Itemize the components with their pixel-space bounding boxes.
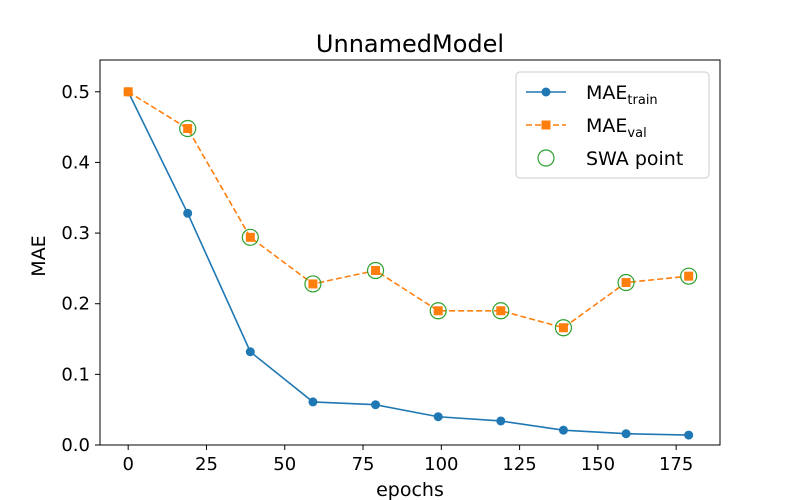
point-val: [433, 306, 443, 316]
point-train: [558, 425, 568, 435]
legend-marker-train: [541, 87, 551, 97]
y-axis-label: MAE: [28, 235, 50, 276]
legend-box: [515, 71, 710, 179]
point-train: [183, 208, 193, 218]
point-train: [684, 430, 694, 440]
point-train: [496, 416, 506, 426]
x-tick-label: 175: [659, 454, 693, 475]
plot-area: [99, 59, 721, 446]
x-axis-ticks: 0 25 50 75 100 125 150 175: [122, 445, 693, 475]
point-train: [371, 400, 381, 410]
point-train: [433, 412, 443, 422]
point-val: [308, 279, 318, 289]
series-line-val: [127, 91, 689, 329]
legend-marker-val: [541, 120, 551, 130]
legend-marker-swa: [537, 149, 555, 167]
point-train: [308, 397, 318, 407]
x-tick-label: 25: [195, 454, 218, 475]
legend-label-train: MAEtrain: [586, 82, 658, 108]
y-tick-label: 0.1: [61, 364, 90, 385]
point-train: [245, 347, 255, 357]
swa-point: [429, 302, 447, 320]
swa-point: [241, 228, 259, 246]
x-tick-label: 125: [502, 454, 536, 475]
x-tick-label: 100: [424, 454, 458, 475]
point-val: [684, 271, 694, 281]
y-tick-label: 0.5: [61, 82, 90, 103]
legend-label-swa: SWA point: [586, 148, 683, 170]
swa-point: [617, 273, 635, 292]
legend-label-main: MAE: [586, 82, 627, 104]
swa-point: [179, 119, 197, 138]
point-val: [123, 87, 133, 97]
swa-point: [366, 261, 385, 280]
x-tick-label: 75: [352, 454, 375, 475]
point-val: [371, 266, 381, 276]
y-tick-label: 0.3: [61, 223, 90, 244]
swa-point: [554, 319, 573, 337]
y-tick-label: 0.2: [61, 294, 90, 315]
point-val: [496, 306, 506, 316]
swa-point: [680, 267, 698, 285]
point-val: [621, 278, 631, 288]
x-tick-label: 0: [122, 454, 133, 475]
y-axis-ticks: 0.0 0.1 0.2 0.3 0.4 0.5: [61, 82, 100, 456]
y-tick-label: 0.0: [61, 435, 90, 456]
point-val: [183, 124, 193, 134]
swa-point: [304, 275, 322, 293]
point-val: [558, 323, 568, 333]
x-axis-label: epochs: [376, 479, 444, 500]
x-tick-label: 150: [581, 454, 615, 475]
chart-title: UnnamedModel: [316, 30, 504, 58]
point-train: [621, 429, 631, 439]
point-val: [245, 232, 255, 242]
plot-frame: [99, 59, 721, 446]
swa-point: [492, 302, 510, 320]
x-tick-label: 50: [273, 454, 296, 475]
y-tick-label: 0.4: [61, 152, 90, 173]
legend-label-subscript: train: [627, 93, 657, 108]
legend-label-val: MAEval: [586, 115, 647, 141]
legend-label-subscript: val: [627, 126, 646, 141]
series-line-train: [127, 91, 689, 436]
legend-label-main: MAE: [586, 115, 627, 137]
